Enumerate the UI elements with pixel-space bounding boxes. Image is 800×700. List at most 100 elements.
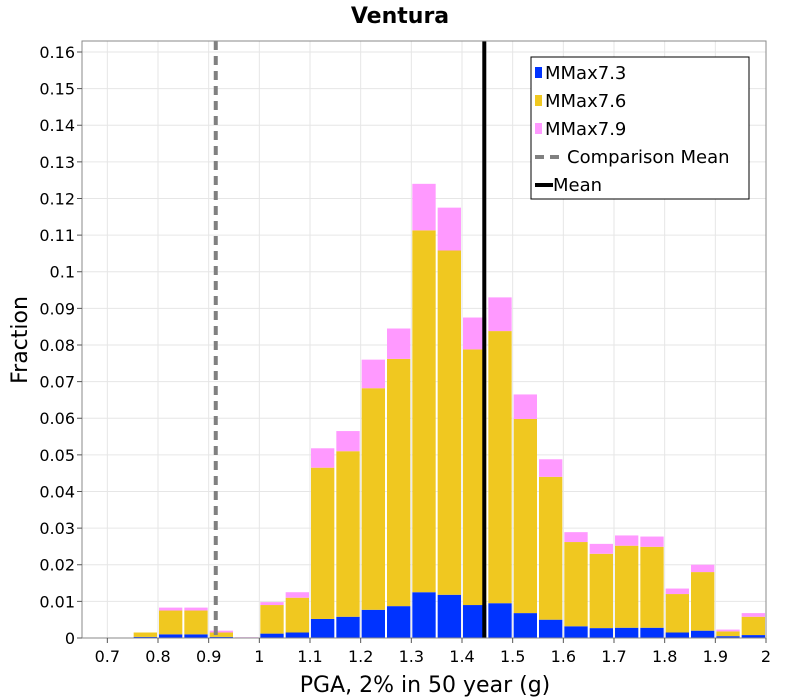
bar-mmax7-9-segment — [589, 543, 613, 554]
bar-mmax7-6-segment — [361, 388, 385, 610]
x-tick-label: 1.6 — [551, 647, 576, 666]
bar-mmax7-3-segment — [741, 635, 765, 638]
x-axis-label: PGA, 2% in 50 year (g) — [300, 673, 551, 698]
y-tick-label: 0.08 — [39, 336, 75, 355]
x-tick-label: 0.8 — [145, 647, 170, 666]
x-tick-label: 0.9 — [196, 647, 221, 666]
y-tick-label: 0.12 — [39, 189, 75, 208]
x-tick-label: 1.4 — [449, 647, 474, 666]
bars — [133, 183, 765, 638]
y-tick-label: 0.09 — [39, 299, 75, 318]
bar-mmax7-6-segment — [159, 610, 183, 635]
y-tick-label: 0.1 — [50, 263, 75, 282]
legend-label-mmax7-9: MMax7.9 — [545, 119, 626, 140]
x-tick-label: 1.5 — [500, 647, 525, 666]
bar-mmax7-9-segment — [437, 207, 461, 251]
bar-mmax7-3-segment — [260, 633, 284, 638]
bar-mmax7-3-segment — [513, 613, 537, 638]
bar-mmax7-6-segment — [488, 331, 512, 604]
bar-mmax7-6-segment — [691, 572, 715, 631]
legend-label-comparison-mean: Comparison Mean — [567, 147, 730, 168]
bar-mmax7-6-segment — [589, 553, 613, 629]
bar-mmax7-6-segment — [285, 597, 309, 633]
y-axis-ticks: 0 0.01 0.02 0.03 0.04 0.05 0.06 0.07 0.08 0.09 0.1… — [39, 43, 82, 648]
bar-mmax7-6-segment — [539, 476, 563, 620]
bar-mmax7-9-segment — [640, 536, 664, 547]
bar-mmax7-3-segment — [159, 634, 183, 638]
bar-mmax7-3-segment — [665, 632, 689, 638]
bar-mmax7-3-segment — [615, 627, 639, 638]
bar-mmax7-6-segment — [311, 467, 335, 619]
bar-mmax7-3-segment — [640, 627, 664, 638]
y-tick-label: 0.14 — [39, 116, 75, 135]
bar-mmax7-3-segment — [184, 634, 208, 638]
bar-mmax7-6-segment — [665, 594, 689, 633]
bar-mmax7-3-segment — [361, 609, 385, 638]
bar-mmax7-3-segment — [437, 594, 461, 638]
bar-mmax7-6-segment — [412, 230, 436, 593]
y-tick-label: 0.05 — [39, 446, 75, 465]
bar-mmax7-9-segment — [691, 564, 715, 573]
bar-mmax7-3-segment — [285, 632, 309, 638]
bar-mmax7-3-segment — [336, 616, 360, 638]
bar-mmax7-6-segment — [513, 418, 537, 614]
bar-mmax7-3-segment — [133, 636, 157, 638]
y-tick-label: 0.04 — [39, 482, 75, 501]
bar-mmax7-6-segment — [615, 545, 639, 628]
bar-mmax7-3-segment — [589, 628, 613, 638]
bar-mmax7-3-segment — [716, 636, 740, 638]
bar-mmax7-9-segment — [387, 328, 411, 359]
y-tick-label: 0.01 — [39, 592, 75, 611]
bar-mmax7-9-segment — [615, 535, 639, 546]
x-tick-label: 1 — [254, 647, 264, 666]
bar-mmax7-6-segment — [716, 631, 740, 637]
bar-mmax7-9-segment — [513, 394, 537, 419]
bar-mmax7-6-segment — [463, 349, 487, 606]
bar-mmax7-6-segment — [133, 632, 157, 637]
bar-mmax7-6-segment — [336, 451, 360, 617]
legend-box — [530, 56, 750, 200]
legend-label-mmax7-3: MMax7.3 — [545, 63, 626, 84]
bar-mmax7-6-segment — [564, 542, 588, 627]
bar-mmax7-9-segment — [665, 588, 689, 595]
bar-mmax7-3-segment — [564, 626, 588, 638]
bar-mmax7-6-segment — [387, 358, 411, 607]
bar-mmax7-6-segment — [260, 605, 284, 634]
chart-title: Ventura — [351, 4, 449, 29]
bar-mmax7-9-segment — [260, 602, 284, 606]
legend-label-mean: Mean — [553, 175, 602, 196]
legend-swatch-mmax7-3 — [535, 67, 542, 78]
bar-mmax7-9-segment — [716, 629, 740, 632]
bar-mmax7-3-segment — [463, 605, 487, 638]
x-tick-label: 1.2 — [348, 647, 373, 666]
bar-mmax7-9-segment — [285, 592, 309, 598]
x-axis-ticks: 0.7 0.8 0.9 1 1.1 1.2 1.3 1.4 1.5 1.6 1.7 1.8 1.9 2 — [95, 638, 771, 666]
bar-mmax7-9-segment — [539, 459, 563, 477]
bar-mmax7-9-segment — [184, 607, 208, 611]
y-tick-label: 0.15 — [39, 80, 75, 99]
bar-mmax7-6-segment — [184, 610, 208, 635]
bar-mmax7-9-segment — [741, 613, 765, 617]
y-tick-label: 0.16 — [39, 43, 75, 62]
x-tick-label: 2 — [761, 647, 771, 666]
bar-mmax7-3-segment — [691, 630, 715, 638]
bar-mmax7-6-segment — [640, 546, 664, 628]
y-tick-label: 0.13 — [39, 153, 75, 172]
x-tick-label: 1.7 — [601, 647, 626, 666]
y-axis-label: Fraction — [8, 296, 33, 384]
x-tick-label: 0.7 — [95, 647, 120, 666]
reference-lines — [213, 41, 487, 638]
bar-mmax7-9-segment — [311, 448, 335, 468]
bar-mmax7-9-segment — [159, 607, 183, 611]
x-tick-label: 1.8 — [652, 647, 677, 666]
legend-label-mmax7-6: MMax7.6 — [545, 91, 626, 112]
y-tick-label: 0.11 — [39, 226, 75, 245]
plot-area-frame — [81, 40, 767, 639]
bar-mmax7-9-segment — [361, 359, 385, 389]
bar-mmax7-3-segment — [412, 592, 436, 638]
y-tick-label: 0.07 — [39, 373, 75, 392]
bar-mmax7-9-segment — [209, 630, 233, 633]
bar-mmax7-3-segment — [311, 618, 335, 638]
bar-mmax7-9-segment — [463, 317, 487, 350]
